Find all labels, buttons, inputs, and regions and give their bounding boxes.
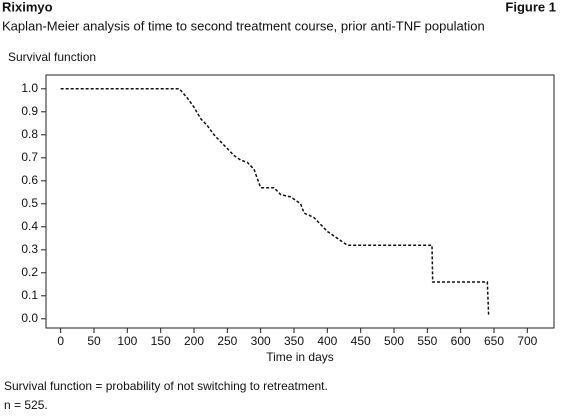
x-tick-label: 300 bbox=[251, 334, 271, 348]
x-tick-label: 200 bbox=[184, 334, 204, 348]
x-tick-label: 450 bbox=[351, 334, 371, 348]
x-tick-label: 0 bbox=[57, 334, 64, 348]
y-tick-label: 0.1 bbox=[21, 288, 38, 302]
x-tick-label: 700 bbox=[517, 334, 537, 348]
y-tick-label: 0.3 bbox=[21, 242, 38, 256]
y-tick-label: 0.9 bbox=[21, 104, 38, 118]
x-tick-label: 550 bbox=[417, 334, 437, 348]
y-tick-label: 0.7 bbox=[21, 150, 38, 164]
x-tick-label: 400 bbox=[317, 334, 337, 348]
y-tick-label: 0.4 bbox=[21, 219, 38, 233]
survival-line bbox=[60, 88, 490, 317]
y-tick-label: 0.2 bbox=[21, 265, 38, 279]
header: Riximyo bbox=[2, 0, 53, 14]
x-tick-label: 350 bbox=[284, 334, 304, 348]
footnote: n = 525. bbox=[4, 398, 48, 412]
y-tick-label: 0.5 bbox=[21, 196, 38, 210]
x-tick-label: 650 bbox=[484, 334, 504, 348]
x-axis-label: Time in days bbox=[266, 350, 334, 364]
x-tick-label: 500 bbox=[384, 334, 404, 348]
x-tick-label: 150 bbox=[151, 334, 171, 348]
x-tick-label: 50 bbox=[87, 334, 101, 348]
footnote: Survival function = probability of not s… bbox=[4, 379, 328, 393]
y-tick-label: 1.0 bbox=[21, 81, 38, 95]
plot-frame bbox=[45, 74, 555, 329]
y-tick-label: 0.8 bbox=[21, 127, 38, 141]
x-tick-label: 600 bbox=[451, 334, 471, 348]
y-tick-label: 0.6 bbox=[21, 173, 38, 187]
x-tick-label: 100 bbox=[117, 334, 137, 348]
chart-title: Kaplan-Meier analysis of time to second … bbox=[2, 18, 485, 33]
y-axis-label: Survival function bbox=[8, 50, 96, 64]
x-tick-label: 250 bbox=[217, 334, 237, 348]
figure-label: Figure 1 bbox=[505, 0, 556, 14]
y-tick-label: 0.0 bbox=[21, 311, 38, 325]
